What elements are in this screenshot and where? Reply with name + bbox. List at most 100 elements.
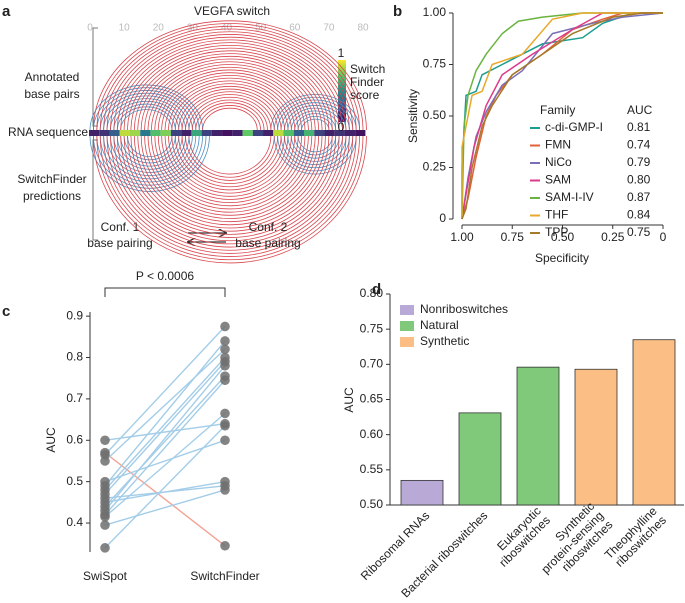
base-pair-arc [137,135,323,223]
x-tick-label: 10 [119,23,131,34]
sequence-cell [99,130,110,136]
pair-line [104,489,226,526]
sequence-cell [89,130,100,136]
base-pair-arc [188,96,272,131]
base-pair-arc [103,135,357,254]
base-pair-arc [113,135,186,170]
bar [400,479,444,506]
sequence-cell [232,130,243,136]
base-pair-arc [113,135,347,245]
row-label: SwitchFinder [17,172,86,186]
chart-title: VEGFA switch [194,4,270,18]
base-pair-arc [106,135,354,251]
point [220,375,230,386]
base-pair-arc [96,135,364,261]
legend-swatch [400,337,414,347]
base-pair-arc [174,135,285,188]
y-tick-label: 0.7 [66,391,83,405]
base-pair-arc [151,66,309,131]
x-tick-label: 40 [221,23,233,34]
base-pair-arc [154,69,306,131]
y-axis-label: Sensitivity [406,89,420,143]
x-tick-label: 0 [87,23,93,34]
y-tick-label: 0.25 [423,160,447,174]
base-pair-arc [191,99,268,131]
base-pair-arc [106,135,193,176]
x-tick-label: 70 [323,23,335,34]
y-tick-label: 0.55 [360,462,384,476]
roc-curve [461,12,663,220]
base-pair-arc [171,83,289,131]
legend-swatch [400,321,414,331]
x-tick-label: 50 [255,23,267,34]
panel-letter: b [393,3,402,20]
y-tick-label: 0.75 [360,321,384,335]
legend-auc: 0.79 [627,155,651,169]
y-axis-label: AUC [342,387,356,413]
x-tick-label: SwiSpot [83,569,128,583]
point [220,420,230,431]
sequence-cell [181,130,192,136]
x-tick-label: 60 [289,23,301,34]
base-pair-arc [185,135,275,178]
annotation: P < 0.0006 [136,269,194,283]
bar [458,412,502,506]
base-pair-arc [133,53,326,131]
colorbar-tick-label: 1 [338,46,345,60]
base-pair-arc [301,118,330,131]
base-pair-arc [178,88,282,131]
sequence-cell [324,130,335,136]
base-pair-arc [270,94,360,131]
pair-line [104,365,226,512]
x-tick-label: 1.00 [450,230,474,244]
sequence-cell [344,130,356,136]
legend-label: FMN [545,138,571,152]
sequence-cell [273,130,284,136]
sequence-cell [242,130,253,136]
base-pair-arc [202,107,258,131]
significance-bracket [104,287,226,297]
x-tick-label: 0.25 [601,230,625,244]
panel-letter: a [2,3,11,20]
base-pair-arc [284,135,347,165]
base-pair-arc [127,47,333,131]
base-pair-arc [168,135,292,194]
y-tick-label: 0.50 [423,108,447,122]
base-pair-arc [277,135,354,172]
legend-label: c-di-GMP-I [545,120,603,134]
roc-curve [461,12,663,219]
point [220,480,230,491]
sequence-cell [150,130,161,136]
legend-label: TPP [545,225,568,239]
sequence-cell [160,130,171,136]
sequence-cell [109,130,120,136]
base-pair-arc [103,28,357,131]
colorbar-label: Finder [350,75,384,89]
pair-line [104,425,226,549]
base-pair-arc [161,75,299,131]
legend-label: Synthetic [420,334,469,348]
base-pair-arc [168,80,292,131]
y-tick-label: 0.60 [360,427,384,441]
bracket [92,27,98,241]
sequence-cell [334,130,345,136]
pair-line [104,375,226,507]
base-pair-arc [147,64,313,131]
y-tick-label: 0.6 [66,432,83,446]
y-tick-label: 0.75 [423,57,447,71]
roc-curve [461,12,663,220]
y-tick-label: 0.50 [360,497,384,511]
pair-line [104,423,226,441]
base-pair-arc [294,113,337,131]
legend-auc: 0.81 [627,120,651,134]
sequence-cell [222,130,233,136]
base-pair-arc [133,135,326,225]
base-pair-arc [110,135,350,248]
base-pair-arc [120,42,340,131]
y-tick-label: 0.70 [360,357,384,371]
y-tick-label: 0.9 [66,308,83,322]
legend-label: Nonriboswitches [420,302,508,316]
legend-auc: 0.74 [627,138,651,152]
